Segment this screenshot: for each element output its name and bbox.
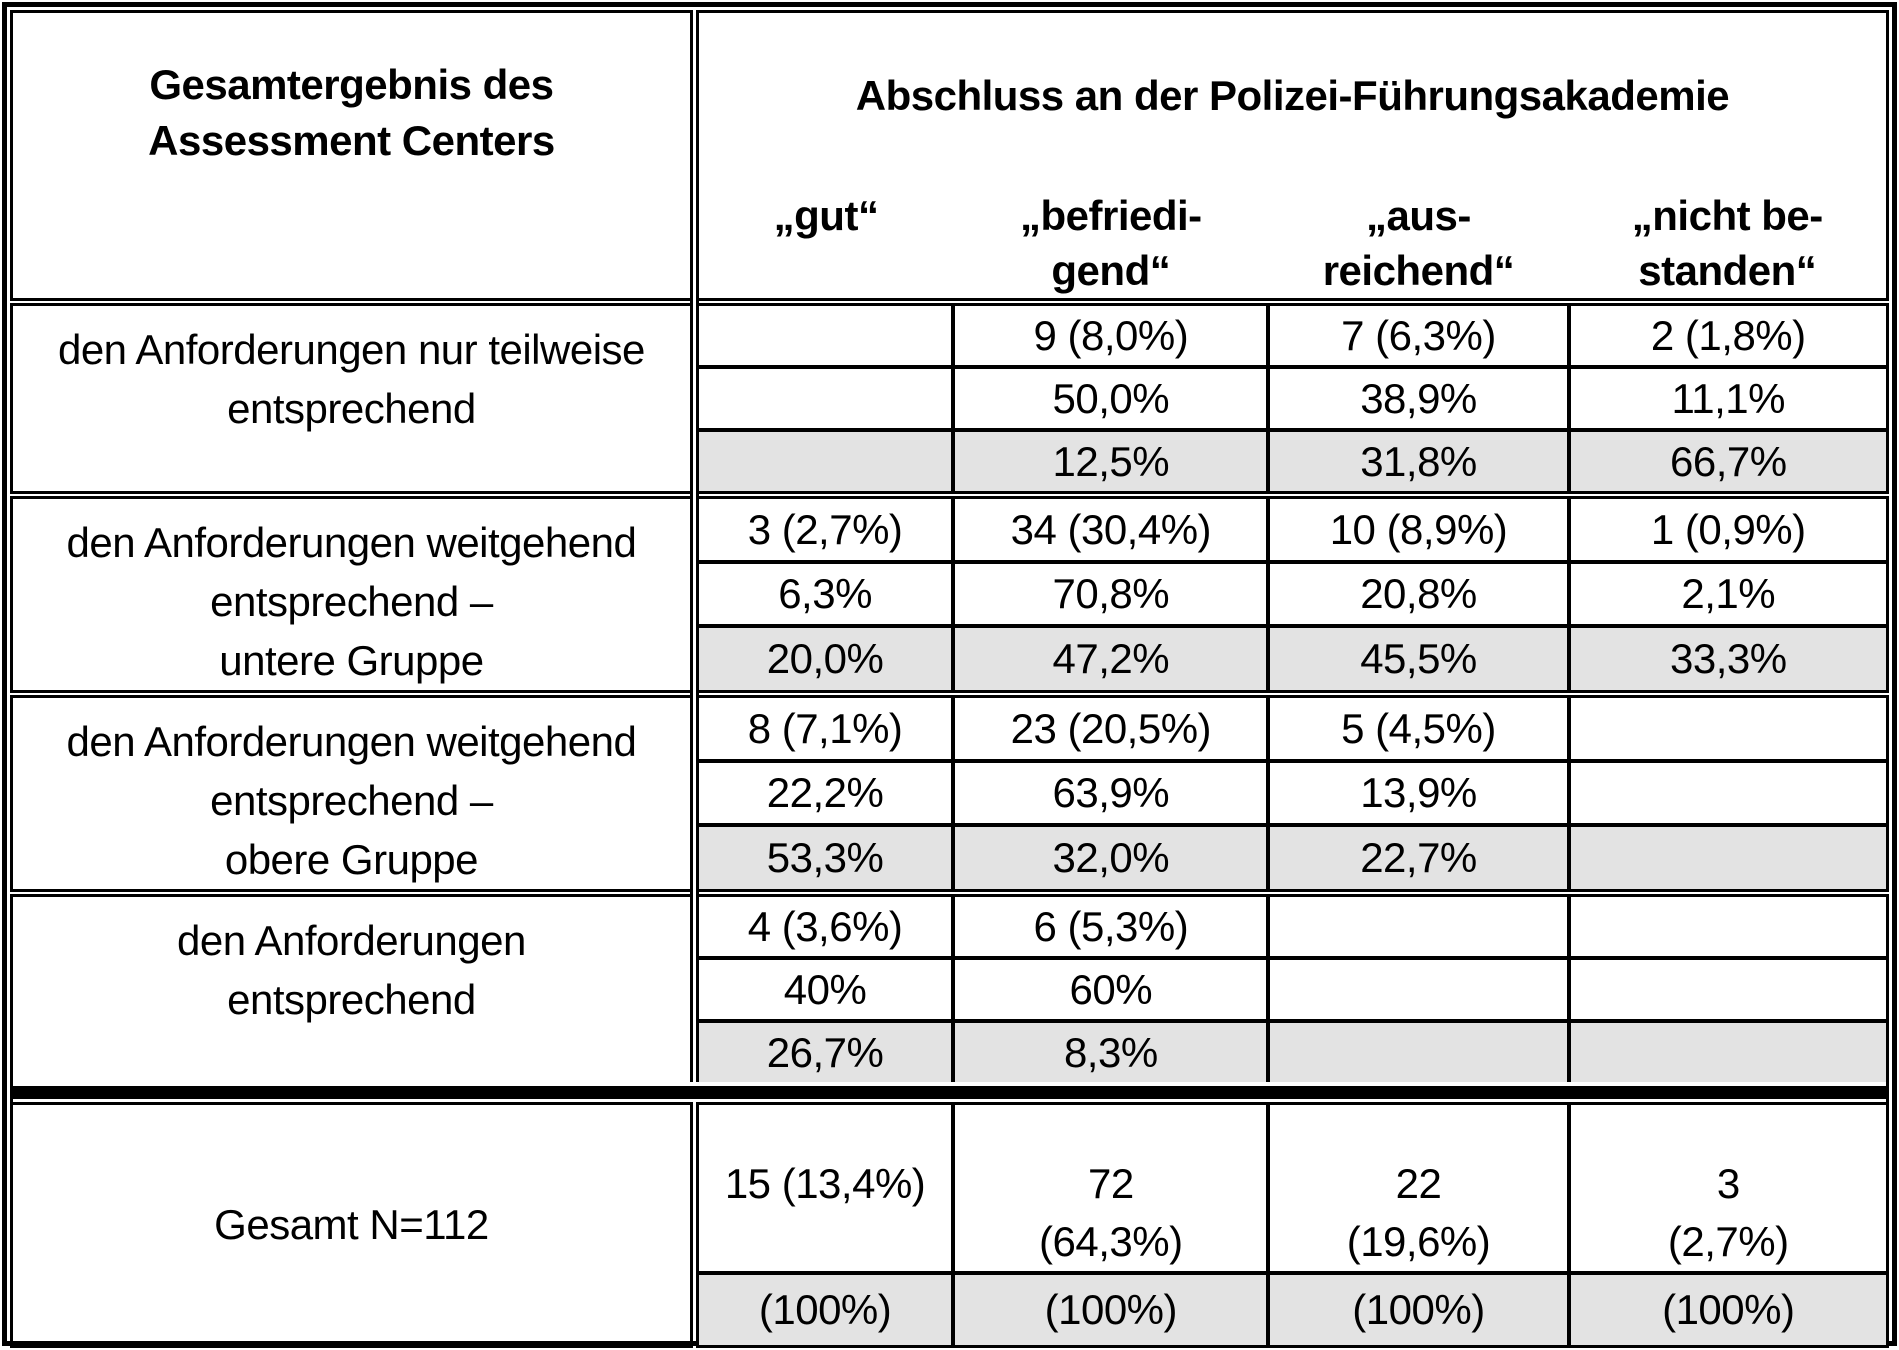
data-cell: 12,5%	[951, 429, 1269, 499]
data-cell: 6,3%	[689, 561, 954, 629]
data-cell: 40%	[689, 957, 954, 1023]
data-cell	[689, 366, 954, 432]
data-row: 6,3% 70,8% 20,8% 2,1%	[12, 561, 1888, 629]
total-count-cell: 15 (13,4%)	[689, 1101, 954, 1275]
data-cell: 22,7%	[1266, 825, 1569, 897]
row-group-label-entsprechend: den Anforderungen entsprechend	[177, 916, 526, 1023]
total-row: Gesamt N=112 15 (13,4%) 72 (64,3%) 22 (1…	[11, 1101, 1888, 1347]
data-cell: 8,3%	[951, 1020, 1269, 1082]
data-row: den Anforderungen entsprechend 4 (3,6%) …	[12, 892, 1888, 1023]
data-cell: 38,9%	[1266, 366, 1569, 432]
grade-header-gut: „gut“	[689, 179, 954, 306]
data-cell: 9 (8,0%)	[951, 301, 1269, 369]
total-label: Gesamt N=112	[11, 1101, 695, 1347]
data-cell: 34 (30,4%)	[951, 494, 1269, 564]
data-cell: 31,8%	[1266, 429, 1569, 499]
total-count-cell: 3 (2,7%)	[1566, 1101, 1888, 1275]
data-cell	[1566, 892, 1888, 960]
corner-header: Gesamtergebnis des Assessment Centers	[11, 11, 695, 306]
total-count-cell: 72 (64,3%)	[951, 1101, 1269, 1275]
total-percent-cell: (100%)	[1266, 1272, 1569, 1347]
thick-separator	[12, 1082, 1888, 1104]
data-cell: 7 (6,3%)	[1266, 301, 1569, 369]
data-cell: 5 (4,5%)	[1266, 693, 1569, 763]
data-cell: 20,0%	[689, 626, 954, 698]
data-cell	[1266, 892, 1569, 960]
total-percent-cell: (100%)	[951, 1272, 1269, 1347]
data-row: 50,0% 38,9% 11,1%	[12, 366, 1888, 432]
data-row-shaded: 20,0% 47,2% 45,5% 33,3%	[12, 626, 1888, 698]
data-cell: 63,9%	[951, 760, 1269, 828]
data-cell	[689, 301, 954, 369]
data-cell	[1266, 957, 1569, 1023]
data-row-shaded: 53,3% 32,0% 22,7%	[12, 825, 1888, 897]
data-cell: 26,7%	[689, 1020, 954, 1082]
data-cell: 66,7%	[1566, 429, 1888, 499]
data-cell: 13,9%	[1266, 760, 1569, 828]
data-row: 22,2% 63,9% 13,9%	[12, 760, 1888, 828]
data-cell: 47,2%	[951, 626, 1269, 698]
data-cell: 11,1%	[1566, 366, 1888, 432]
data-row-shaded: 26,7% 8,3%	[12, 1020, 1888, 1082]
column-group-header: Abschluss an der Polizei-Führungsakademi…	[689, 11, 1888, 180]
total-count-cell: 22 (19,6%)	[1266, 1101, 1569, 1275]
data-row: 40% 60%	[12, 957, 1888, 1023]
grade-header-befriedigend: „befriedi- gend“	[953, 179, 1269, 306]
data-cell: 45,5%	[1266, 626, 1569, 698]
data-cell	[1566, 957, 1888, 1023]
data-cell: 10 (8,9%)	[1266, 494, 1569, 564]
data-cell	[1566, 825, 1888, 897]
data-cell	[1266, 1020, 1569, 1082]
results-table: Gesamtergebnis des Assessment Centers Ab…	[10, 10, 1889, 1348]
grade-header-ausreichend: „aus- reichend“	[1268, 179, 1569, 306]
header-row-grades: „gut“ „befriedi- gend“ „aus- reichend“ „…	[12, 179, 1888, 306]
data-cell: 6 (5,3%)	[951, 892, 1269, 960]
data-cell: 50,0%	[951, 366, 1269, 432]
data-cell: 70,8%	[951, 561, 1269, 629]
total-percent-cell: (100%)	[689, 1272, 954, 1347]
data-row: den Anforderungen nur teilweise entsprec…	[11, 301, 1888, 499]
data-cell	[689, 429, 954, 499]
data-cell: 33,3%	[1566, 626, 1888, 698]
data-cell: 32,0%	[951, 825, 1269, 897]
data-cell: 1 (0,9%)	[1566, 494, 1888, 564]
data-row: den Anforderungen weitgehend entsprechen…	[11, 693, 1888, 897]
data-cell: 8 (7,1%)	[689, 693, 954, 763]
data-cell: 20,8%	[1266, 561, 1569, 629]
row-group-label-teilweise: den Anforderungen nur teilweise entsprec…	[11, 301, 695, 499]
total-row-shaded: (100%) (100%) (100%) (100%)	[12, 1272, 1888, 1347]
total-percent-cell: (100%)	[1566, 1272, 1888, 1347]
header-row-top: Gesamtergebnis des Assessment Centers Ab…	[11, 11, 1888, 306]
data-cell: 53,3%	[689, 825, 954, 897]
data-cell: 2 (1,8%)	[1566, 301, 1888, 369]
data-cell: 2,1%	[1566, 561, 1888, 629]
separator-bar	[13, 1085, 1886, 1099]
data-cell: 23 (20,5%)	[951, 693, 1269, 763]
separator-row	[12, 1082, 1888, 1104]
grade-header-nicht-bestanden: „nicht be- standen“	[1568, 179, 1888, 306]
data-cell	[1566, 1020, 1888, 1082]
data-cell	[1566, 693, 1888, 763]
data-row-shaded: 12,5% 31,8% 66,7%	[12, 429, 1888, 499]
row-group-label-obere-gruppe: den Anforderungen weitgehend entsprechen…	[11, 693, 695, 897]
data-cell	[1566, 760, 1888, 828]
data-cell: 3 (2,7%)	[689, 494, 954, 564]
data-row: den Anforderungen weitgehend entsprechen…	[11, 494, 1888, 698]
data-cell: 22,2%	[689, 760, 954, 828]
row-group-label-untere-gruppe: den Anforderungen weitgehend entsprechen…	[11, 494, 695, 698]
data-cell: 4 (3,6%)	[689, 892, 954, 960]
data-cell: 60%	[951, 957, 1269, 1023]
